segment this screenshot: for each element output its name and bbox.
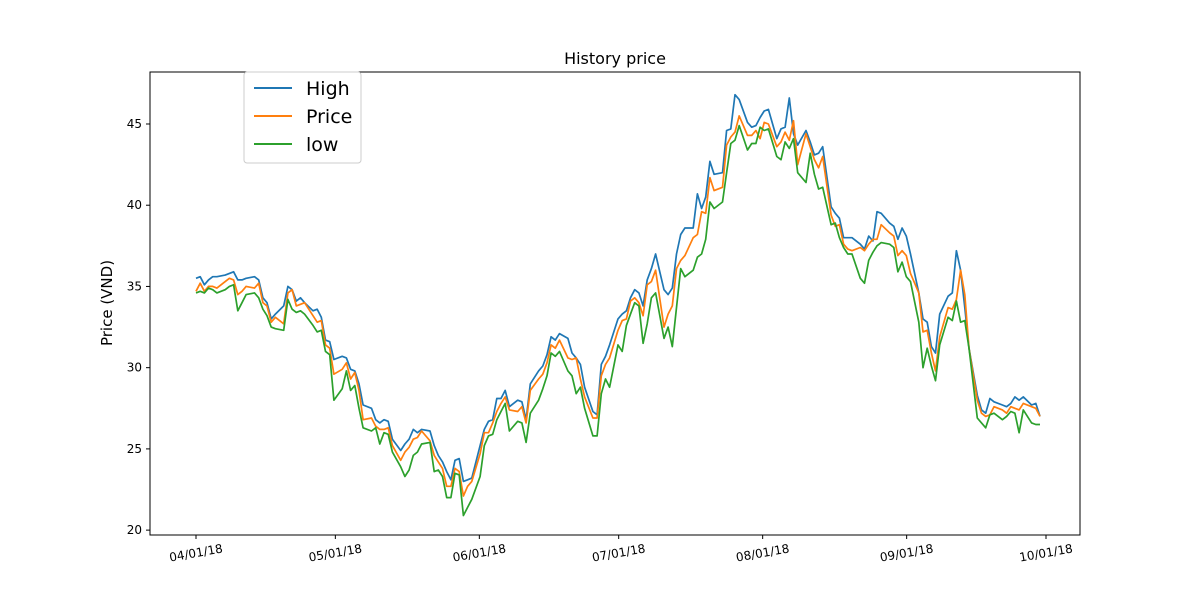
y-tick-label: 20 [127, 523, 142, 537]
legend-box [243, 71, 362, 164]
series-line-low [195, 124, 1040, 517]
chart-title: History price [564, 49, 666, 68]
y-tick-label: 35 [127, 279, 142, 293]
legend: High Price low [243, 71, 362, 164]
y-tick-label: 30 [127, 361, 142, 375]
x-axis: 04/01/18 05/01/18 06/01/18 07/01/18 08/01/18… [168, 535, 1074, 565]
plot-frame [149, 71, 1081, 536]
legend-label-low: low [306, 134, 338, 156]
x-tick-label: 05/01/18 [308, 541, 364, 564]
x-tick-label: 04/01/18 [168, 541, 224, 564]
x-tick-label: 06/01/18 [452, 541, 508, 564]
series-layer [195, 93, 1041, 517]
x-tick-label: 09/01/18 [879, 541, 935, 564]
y-axis-label: Price (VND) [98, 260, 116, 346]
x-tick-label: 08/01/18 [735, 541, 791, 564]
x-tick-label: 10/01/18 [1018, 541, 1074, 564]
y-axis: 20 25 30 35 40 45 [127, 117, 150, 537]
y-tick-label: 45 [127, 117, 142, 131]
y-tick-label: 25 [127, 442, 142, 456]
legend-label-high: High [306, 78, 350, 100]
legend-label-price: Price [306, 106, 352, 128]
y-tick-label: 40 [127, 198, 142, 212]
series-line-price [195, 115, 1041, 497]
series-line-high [195, 93, 1041, 483]
x-tick-label: 07/01/18 [591, 541, 647, 564]
